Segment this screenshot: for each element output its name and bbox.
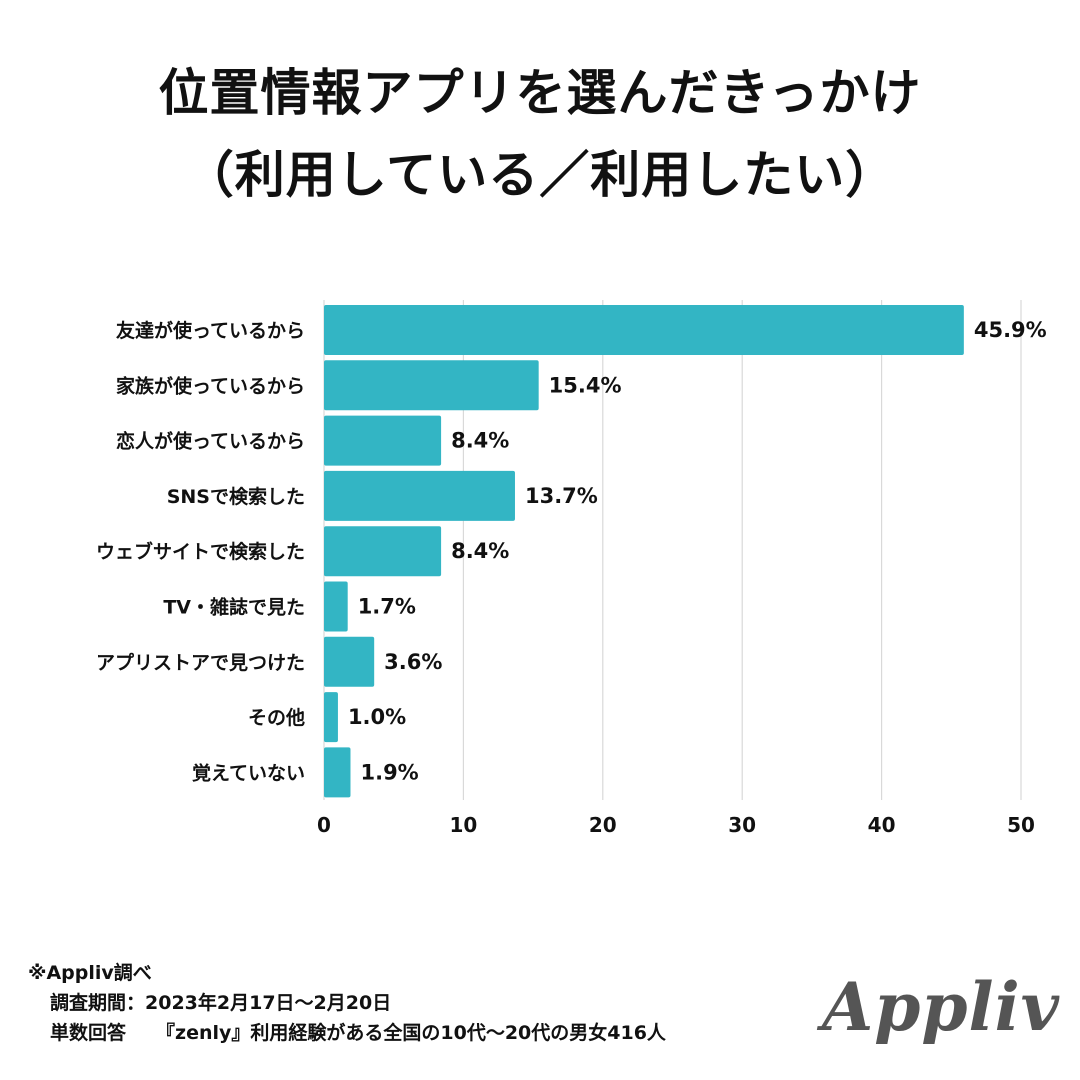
x-tick-label: 50: [1007, 813, 1035, 837]
category-label: SNSで検索した: [167, 485, 305, 508]
value-label: 8.4%: [451, 539, 509, 563]
x-tick-label: 0: [317, 813, 331, 837]
bar: [324, 470, 515, 521]
survey-sample-label: 単数回答: [50, 1022, 127, 1044]
value-label: 45.9%: [974, 318, 1047, 342]
value-label: 1.9%: [360, 760, 418, 784]
bar: [324, 581, 348, 632]
category-label: アプリストアで見つけた: [96, 651, 305, 674]
category-label: 友達が使っているから: [116, 319, 305, 342]
bar: [324, 747, 351, 798]
bar: [324, 692, 338, 743]
x-tick-label: 30: [728, 813, 756, 837]
category-label: TV・雑誌で見た: [163, 596, 305, 619]
category-label: 覚えていない: [192, 761, 305, 784]
x-tick-label: 10: [449, 813, 477, 837]
x-tick-label: 40: [868, 813, 896, 837]
chart-title: 位置情報アプリを選んだきっかけ （利用している／利用したい）: [0, 52, 1080, 216]
value-label: 8.4%: [451, 429, 509, 453]
bar: [324, 526, 442, 577]
bar: [324, 360, 539, 411]
chart-title-line1: 位置情報アプリを選んだきっかけ: [158, 64, 922, 122]
appliv-logo: Appliv: [822, 968, 1060, 1046]
survey-period: 調査期間：2023年2月17日〜2月20日: [28, 988, 666, 1018]
chart-title-line2: （利用している／利用したい）: [183, 146, 897, 204]
survey-sample: 単数回答 『zenly』利用経験がある全国の10代〜20代の男女416人: [28, 1018, 666, 1048]
survey-sample-value: 『zenly』利用経験がある全国の10代〜20代の男女416人: [156, 1022, 666, 1044]
bar: [324, 305, 964, 355]
category-label: ウェブサイトで検索した: [96, 540, 305, 563]
value-label: 3.6%: [384, 650, 442, 674]
survey-period-value: 2023年2月17日〜2月20日: [145, 992, 392, 1014]
x-tick-label: 20: [589, 813, 617, 837]
bar: [324, 636, 375, 687]
category-label: その他: [248, 706, 305, 729]
survey-period-label: 調査期間：: [50, 992, 146, 1014]
value-label: 13.7%: [525, 484, 598, 508]
value-label: 1.0%: [348, 705, 406, 729]
source-note: ※Appliv調べ: [28, 962, 152, 984]
value-label: 1.7%: [358, 595, 416, 619]
bar: [324, 415, 442, 466]
category-label: 恋人が使っているから: [116, 430, 305, 453]
value-label: 15.4%: [549, 373, 622, 397]
category-label: 家族が使っているから: [116, 374, 305, 397]
survey-footer: ※Appliv調べ 調査期間：2023年2月17日〜2月20日 単数回答 『zen…: [28, 958, 666, 1048]
